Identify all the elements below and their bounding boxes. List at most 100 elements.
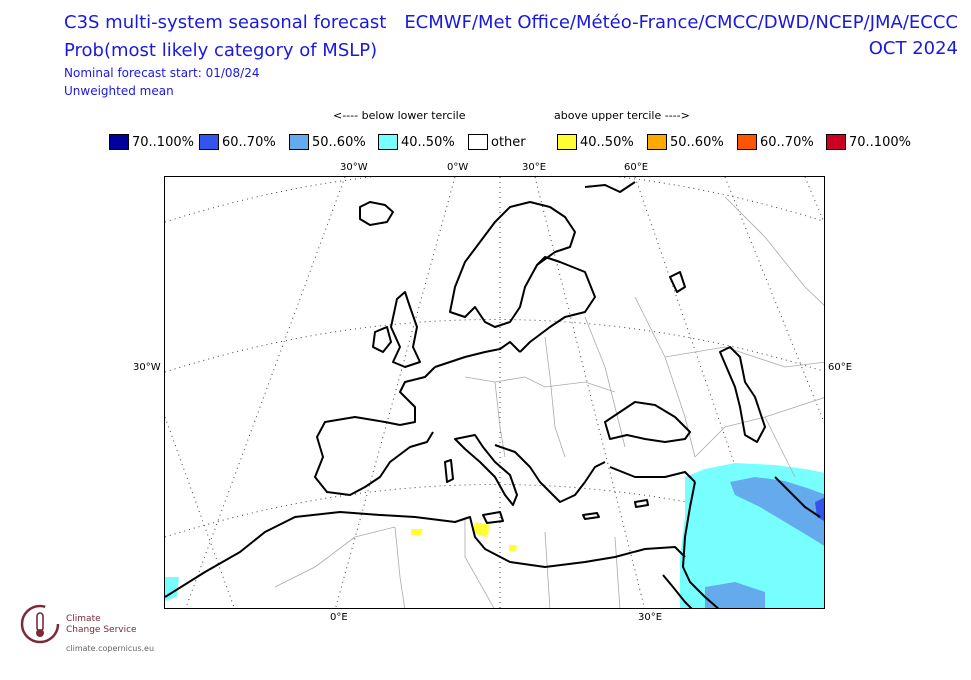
border-line xyxy=(664,346,824,368)
bottom-tick-0e: 0°E xyxy=(330,612,348,623)
graticule-meridian xyxy=(804,177,824,224)
border-line xyxy=(394,526,406,608)
legend-item-below-50-60: 50..60% xyxy=(289,133,366,151)
legend-above-label: above upper tercile ----> xyxy=(554,109,690,122)
coast-levant xyxy=(682,481,720,608)
legend-swatch xyxy=(289,134,309,150)
coast-black-sea xyxy=(604,401,691,443)
coast-crete xyxy=(582,512,600,520)
climate-logo-icon xyxy=(20,604,60,644)
coast-anatolia xyxy=(609,466,696,483)
shade-above-40-50-algeria xyxy=(411,529,423,535)
legend-swatch xyxy=(109,134,129,150)
shade-below-50-60-south xyxy=(705,582,765,608)
border-line xyxy=(764,416,796,478)
title-line-2: Prob(most likely category of MSLP) xyxy=(64,40,378,61)
forecast-map xyxy=(164,176,825,609)
coast-iberia xyxy=(314,416,434,496)
valid-month: OCT 2024 xyxy=(868,38,958,59)
legend-item-above-40-50: 40..50% xyxy=(557,133,634,151)
top-tick-30e: 30°E xyxy=(522,162,547,173)
country-borders xyxy=(274,196,824,608)
top-tick-30w: 30°W xyxy=(340,162,368,173)
coast-scandinavia xyxy=(449,201,576,328)
legend-item-label: 50..60% xyxy=(312,134,366,150)
border-line xyxy=(634,296,696,458)
legend-swatch xyxy=(647,134,667,150)
coast-balkans xyxy=(494,444,606,503)
graticule-meridian xyxy=(335,177,456,608)
coast-sicily xyxy=(482,511,504,524)
shade-above-40-50-tunisia xyxy=(473,522,490,537)
left-tick-30w: 30°W xyxy=(133,362,161,373)
legend-swatch xyxy=(826,134,846,150)
coast-persian-gulf xyxy=(774,476,821,518)
coast-arctic xyxy=(584,181,636,193)
probability-shading xyxy=(165,463,824,608)
mean-type: Unweighted mean xyxy=(64,84,174,98)
graticule-meridian xyxy=(185,177,346,608)
title-line-1: C3S multi-system seasonal forecast xyxy=(64,12,387,33)
legend-swatch xyxy=(557,134,577,150)
coast-caspian xyxy=(719,346,766,443)
coast-ireland xyxy=(372,326,392,353)
graticule xyxy=(165,177,824,608)
coast-sardinia xyxy=(444,459,454,483)
legend-item-label: 70..100% xyxy=(849,134,911,150)
legend-item-label: 50..60% xyxy=(670,134,724,150)
coast-italy xyxy=(454,434,518,506)
map-svg xyxy=(165,177,824,608)
border-line xyxy=(694,397,824,458)
border-line xyxy=(614,536,621,608)
legend-item-below-60-70: 60..70% xyxy=(199,133,276,151)
legend-item-other: other xyxy=(468,133,526,151)
coast-red-sea xyxy=(662,574,693,608)
border-line xyxy=(464,517,495,608)
legend-item-above-50-60: 50..60% xyxy=(647,133,724,151)
legend-item-above-60-70: 60..70% xyxy=(737,133,814,151)
legend-item-below-40-50: 40..50% xyxy=(378,133,455,151)
forecast-start: Nominal forecast start: 01/08/24 xyxy=(64,66,260,80)
coast-baltic xyxy=(519,256,596,353)
coast-north-sea xyxy=(434,341,521,368)
coastlines xyxy=(165,181,821,608)
legend-swatch xyxy=(199,134,219,150)
legend-item-label: 70..100% xyxy=(132,134,194,150)
legend-item-below-70-100: 70..100% xyxy=(109,133,194,151)
logo-url: climate.copernicus.eu xyxy=(66,644,155,653)
legend-item-label: 40..50% xyxy=(580,134,634,150)
right-tick-60e: 60°E xyxy=(828,362,853,373)
border-line xyxy=(274,526,396,588)
graticule-parallel xyxy=(165,177,824,223)
border-line xyxy=(464,376,616,393)
coast-iceland xyxy=(359,201,394,226)
coast-france-atlantic xyxy=(399,366,436,426)
graticule-meridian xyxy=(724,177,824,424)
border-line xyxy=(544,531,551,608)
copernicus-logo xyxy=(18,602,62,646)
legend-item-label: 60..70% xyxy=(222,134,276,150)
shade-above-40-50-libya xyxy=(509,545,517,551)
coast-arctic-island xyxy=(669,271,686,293)
legend-item-label: 40..50% xyxy=(401,134,455,150)
coast-great-britain xyxy=(390,291,421,368)
legend-item-label: 60..70% xyxy=(760,134,814,150)
bottom-tick-30e: 30°E xyxy=(638,612,663,623)
graticule-parallel xyxy=(165,319,824,373)
legend-swatch xyxy=(737,134,757,150)
top-tick-0w: 0°W xyxy=(447,162,469,173)
logo-line-2: Change Service xyxy=(66,625,137,635)
legend-swatch xyxy=(378,134,398,150)
logo-line-1: Climate xyxy=(66,614,101,624)
legend-swatch xyxy=(468,134,488,150)
legend-below-label: <---- below lower tercile xyxy=(333,109,466,122)
legend-item-above-70-100: 70..100% xyxy=(826,133,911,151)
coast-cyprus xyxy=(634,499,649,508)
top-tick-60e: 60°E xyxy=(624,162,649,173)
border-line xyxy=(544,336,566,458)
legend-item-label: other xyxy=(491,134,526,150)
border-line xyxy=(724,196,824,306)
systems-list: ECMWF/Met Office/Météo-France/CMCC/DWD/N… xyxy=(404,12,958,33)
coast-north-africa xyxy=(165,511,686,598)
border-line xyxy=(584,316,626,448)
